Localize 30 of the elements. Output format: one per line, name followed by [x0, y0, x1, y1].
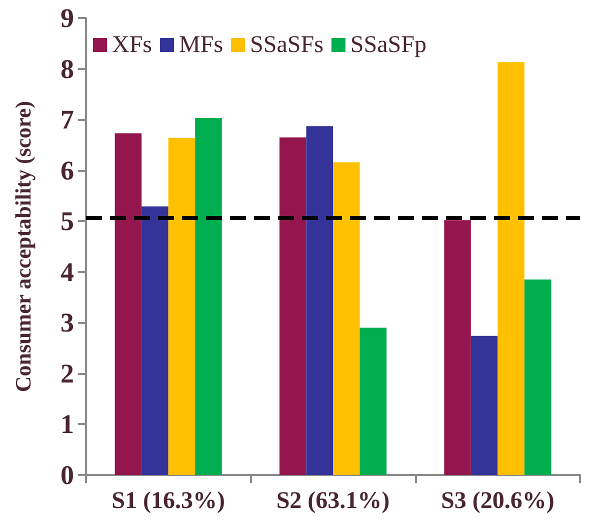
- x-tick-label: S2 (63.1%): [276, 488, 390, 514]
- y-tick-label: 6: [60, 155, 74, 186]
- y-tick-label: 1: [60, 409, 74, 440]
- legend-label: SSaSFs: [250, 32, 324, 58]
- bar: [195, 118, 222, 475]
- bar: [360, 328, 387, 475]
- bar: [114, 133, 142, 475]
- bar: [142, 206, 168, 475]
- y-tick-label: 9: [60, 3, 74, 33]
- legend-label: MFs: [179, 32, 224, 58]
- y-tick-label: 4: [60, 256, 74, 287]
- legend-label: XFs: [112, 32, 152, 58]
- x-tick-label: S1 (16.3%): [112, 488, 226, 514]
- y-tick-label: 2: [60, 358, 74, 388]
- bar: [444, 220, 471, 475]
- y-axis-title: Consumer acceptability (score): [10, 100, 36, 392]
- y-tick-label: 0: [60, 460, 74, 490]
- bar: [333, 162, 360, 475]
- bar: [168, 138, 196, 475]
- y-tick-label: 3: [60, 308, 74, 338]
- bar: [498, 62, 524, 475]
- x-tick-label: S3 (20.6%): [440, 488, 554, 514]
- legend-label: SSaSFp: [350, 32, 426, 58]
- y-tick-label: 8: [60, 54, 74, 84]
- bar: [470, 336, 498, 475]
- bar: [306, 126, 333, 475]
- y-tick-label: 5: [60, 206, 74, 236]
- y-tick-label: 7: [60, 104, 74, 135]
- bar: [279, 137, 306, 475]
- bar: [524, 280, 552, 475]
